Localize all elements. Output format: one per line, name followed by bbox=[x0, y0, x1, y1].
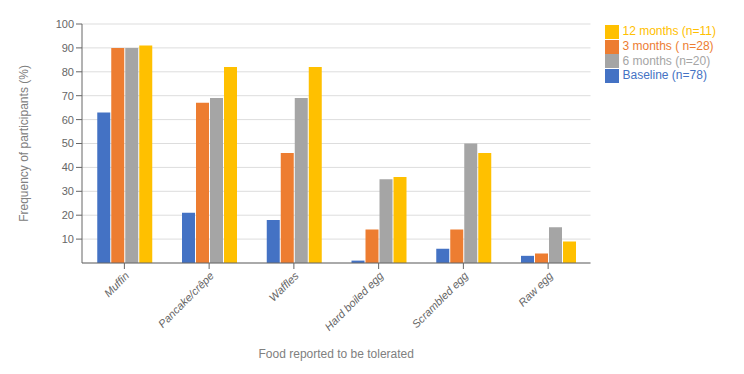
html-text:12 months (n=11): 12 months (n=11) bbox=[622, 24, 716, 38]
svg-text:40: 40 bbox=[62, 161, 74, 173]
svg-text:80: 80 bbox=[62, 66, 74, 78]
svg-text:70: 70 bbox=[62, 90, 74, 102]
html-text:3 months ( n=28): 3 months ( n=28) bbox=[622, 38, 714, 53]
svg-text:30: 30 bbox=[62, 185, 74, 197]
svg-text:10: 10 bbox=[62, 233, 74, 245]
html-text:6 months (n=20): 6 months (n=20) bbox=[622, 53, 711, 68]
svg-text:50: 50 bbox=[62, 137, 74, 149]
svg-text:Muffin: Muffin bbox=[102, 269, 132, 299]
svg-text:Waffles: Waffles bbox=[267, 269, 302, 304]
svg-text:20: 20 bbox=[62, 209, 74, 221]
svg-text:Hard boiled egg: Hard boiled egg bbox=[322, 269, 386, 333]
svg-text:100: 100 bbox=[56, 18, 74, 30]
svg-text:90: 90 bbox=[62, 42, 74, 54]
svg-text:Scrambled egg: Scrambled egg bbox=[410, 269, 471, 330]
svg-text:Food reported to be tolerated: Food reported to be tolerated bbox=[259, 347, 414, 361]
svg-text:Raw egg: Raw egg bbox=[516, 269, 556, 309]
svg-text:60: 60 bbox=[62, 114, 74, 126]
svg-text:Frequency of participants (%): Frequency of participants (%) bbox=[17, 65, 31, 222]
html-text:Baseline (n=78): Baseline (n=78) bbox=[622, 68, 707, 83]
svg-text:Pancake/crêpe: Pancake/crêpe bbox=[156, 269, 216, 329]
